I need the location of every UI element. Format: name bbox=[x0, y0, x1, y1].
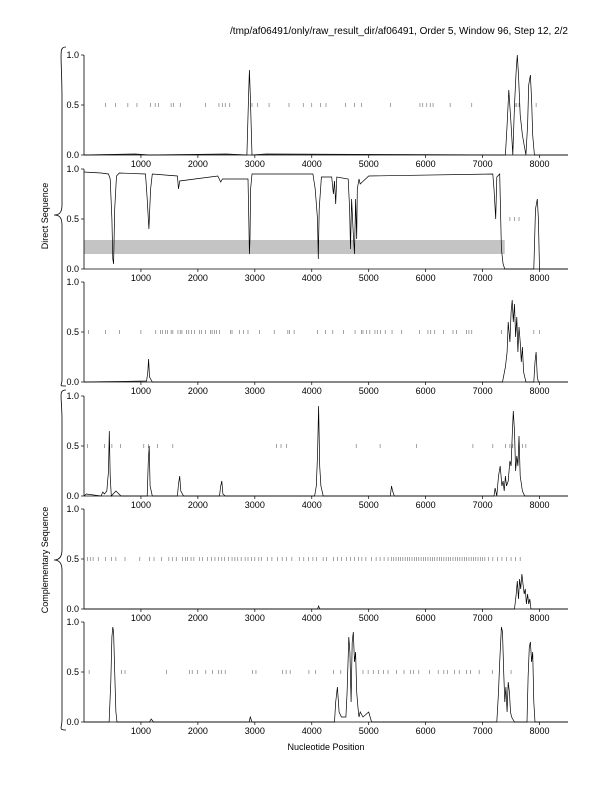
x-tick-label: 2000 bbox=[188, 159, 208, 169]
x-tick-label: 1000 bbox=[131, 500, 151, 510]
profile-line bbox=[83, 405, 568, 497]
x-tick-label: 2000 bbox=[188, 386, 208, 396]
x-tick-label: 8000 bbox=[530, 273, 550, 283]
x-tick-label: 4000 bbox=[302, 726, 322, 736]
shaded-band bbox=[84, 240, 505, 254]
y-tick-label: 1.0 bbox=[66, 164, 79, 174]
x-tick-label: 4000 bbox=[302, 273, 322, 283]
direct-sequence-label: Direct Sequence bbox=[40, 183, 50, 250]
x-tick-label: 7000 bbox=[473, 273, 493, 283]
x-tick-label: 5000 bbox=[359, 613, 379, 623]
x-tick-label: 4000 bbox=[302, 386, 322, 396]
x-tick-label: 3000 bbox=[245, 613, 265, 623]
panel-1: 0.0 0.5 1.0 1000 2000 3000 4000 5000 6000 7000 800… bbox=[66, 50, 568, 169]
y-tick-label: 0.0 bbox=[66, 491, 79, 501]
x-tick-label: 8000 bbox=[530, 726, 550, 736]
profile-line bbox=[83, 299, 568, 383]
y-tick-label: 1.0 bbox=[66, 617, 79, 627]
x-tick-label: 6000 bbox=[416, 159, 436, 169]
x-tick-label: 8000 bbox=[530, 613, 550, 623]
x-tick-label: 6000 bbox=[416, 500, 436, 510]
x-tick-label: 8000 bbox=[530, 386, 550, 396]
y-tick-label: 0.0 bbox=[66, 604, 79, 614]
x-tick-label: 5000 bbox=[359, 159, 379, 169]
x-tick-label: 8000 bbox=[530, 159, 550, 169]
x-tick-label: 7000 bbox=[473, 500, 493, 510]
y-tick-label: 0.0 bbox=[66, 717, 79, 727]
x-tick-label: 3000 bbox=[245, 273, 265, 283]
profile-line bbox=[84, 626, 568, 723]
x-tick-label: 4000 bbox=[302, 500, 322, 510]
complementary-sequence-bracket bbox=[53, 389, 67, 731]
panel-4: 0.0 0.5 1.0 1000 2000 3000 4000 5000 6000 7000 800… bbox=[66, 391, 568, 510]
x-tick-label: 4000 bbox=[302, 613, 322, 623]
panel-2: 0.0 0.5 1.0 1000 2000 3000 4000 5000 6000 7000 800… bbox=[66, 164, 568, 283]
x-tick-label: 8000 bbox=[530, 500, 550, 510]
x-tick-label: 3000 bbox=[245, 386, 265, 396]
y-tick-label: 0.5 bbox=[66, 554, 79, 564]
x-tick-label: 3000 bbox=[245, 159, 265, 169]
y-tick-label: 1.0 bbox=[66, 277, 79, 287]
x-axis-label: Nucleotide Position bbox=[287, 742, 364, 752]
y-tick-label: 0.5 bbox=[66, 441, 79, 451]
x-tick-label: 2000 bbox=[188, 500, 208, 510]
x-tick-label: 7000 bbox=[473, 726, 493, 736]
direct-sequence-bracket bbox=[53, 46, 67, 387]
x-tick-label: 7000 bbox=[473, 159, 493, 169]
profile-line bbox=[83, 171, 568, 270]
x-tick-label: 3000 bbox=[245, 726, 265, 736]
y-tick-label: 0.0 bbox=[66, 264, 79, 274]
x-tick-label: 5000 bbox=[359, 500, 379, 510]
x-tick-label: 5000 bbox=[359, 273, 379, 283]
panel-5: 0.0 0.5 1.0 1000 2000 3000 4000 5000 6000 7000 800… bbox=[66, 504, 568, 623]
y-tick-label: 0.5 bbox=[66, 100, 79, 110]
complementary-sequence-label: Complementary Sequence bbox=[40, 507, 50, 614]
panel-6: 0.0 0.5 1.0 1000 2000 3000 4000 5000 6000 7000 800… bbox=[66, 617, 568, 736]
page-title: /tmp/af06491/only/raw_result_dir/af06491… bbox=[230, 26, 568, 37]
y-tick-label: 1.0 bbox=[66, 504, 79, 514]
profile-line bbox=[84, 573, 568, 610]
y-tick-label: 0.5 bbox=[66, 327, 79, 337]
x-tick-label: 6000 bbox=[416, 273, 436, 283]
x-tick-label: 1000 bbox=[131, 613, 151, 623]
y-tick-label: 0.0 bbox=[66, 150, 79, 160]
y-tick-label: 0.5 bbox=[66, 214, 79, 224]
x-tick-label: 6000 bbox=[416, 726, 436, 736]
x-tick-label: 2000 bbox=[188, 273, 208, 283]
x-tick-label: 6000 bbox=[416, 613, 436, 623]
profile-line bbox=[83, 54, 568, 156]
x-tick-label: 1000 bbox=[131, 386, 151, 396]
x-tick-label: 5000 bbox=[359, 386, 379, 396]
x-tick-label: 1000 bbox=[131, 159, 151, 169]
x-tick-label: 1000 bbox=[131, 726, 151, 736]
y-tick-label: 1.0 bbox=[66, 50, 79, 60]
x-tick-label: 2000 bbox=[188, 726, 208, 736]
x-tick-label: 6000 bbox=[416, 386, 436, 396]
x-tick-label: 1000 bbox=[131, 273, 151, 283]
x-tick-label: 7000 bbox=[473, 613, 493, 623]
y-tick-label: 0.0 bbox=[66, 377, 79, 387]
x-tick-label: 2000 bbox=[188, 613, 208, 623]
x-tick-label: 4000 bbox=[302, 159, 322, 169]
x-tick-label: 5000 bbox=[359, 726, 379, 736]
panel-3: 0.0 0.5 1.0 1000 2000 3000 4000 5000 6000 7000 800… bbox=[66, 277, 568, 396]
y-tick-label: 0.5 bbox=[66, 667, 79, 677]
y-tick-label: 1.0 bbox=[66, 391, 79, 401]
x-tick-label: 7000 bbox=[473, 386, 493, 396]
x-tick-label: 3000 bbox=[245, 500, 265, 510]
